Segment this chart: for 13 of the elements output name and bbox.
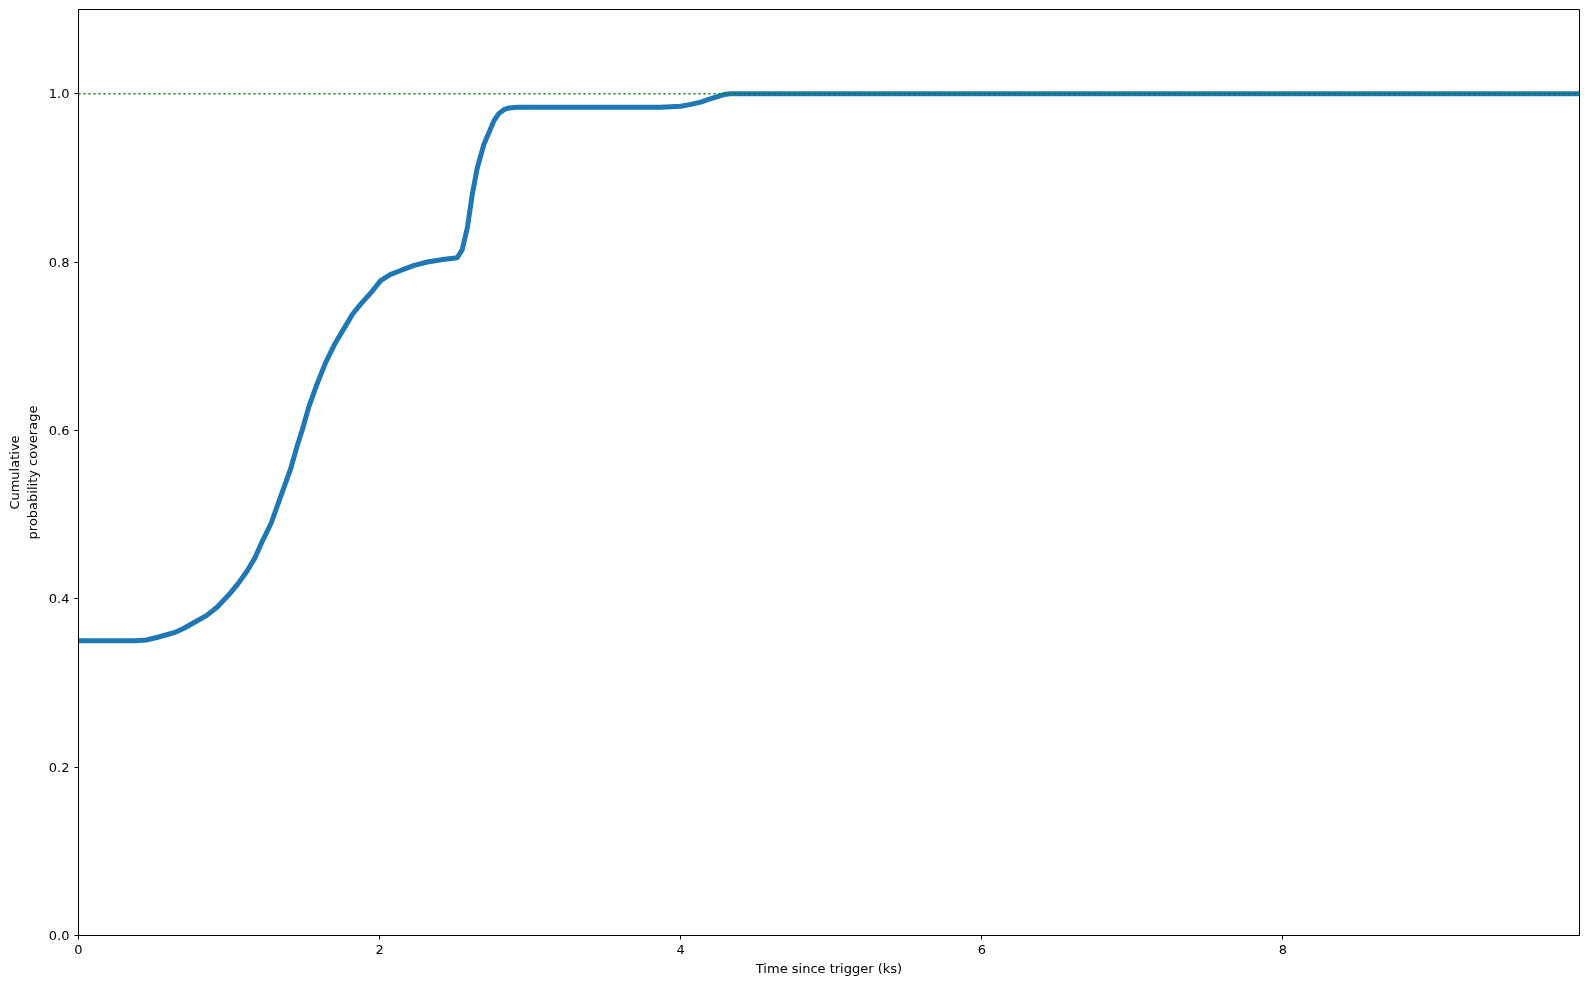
x-tick-label: 8 bbox=[1278, 941, 1288, 957]
y-tick-label: 0.4 bbox=[48, 591, 70, 607]
x-tick-label: 2 bbox=[375, 941, 384, 957]
y-tick-label: 0.8 bbox=[48, 254, 70, 270]
y-tick-label: 0.2 bbox=[48, 759, 70, 775]
x-axis-title: Time since trigger (ks) bbox=[754, 960, 903, 976]
y-tick-label: 0.6 bbox=[48, 422, 70, 438]
x-tick-label: 4 bbox=[676, 941, 685, 957]
y-axis-title: Cumulative probability coverage bbox=[6, 405, 40, 540]
x-tick-label: 0 bbox=[74, 941, 83, 957]
x-tick-label: 6 bbox=[977, 941, 986, 957]
y-tick-label: 1.0 bbox=[48, 86, 70, 102]
y-tick-label: 0.0 bbox=[48, 928, 70, 943]
